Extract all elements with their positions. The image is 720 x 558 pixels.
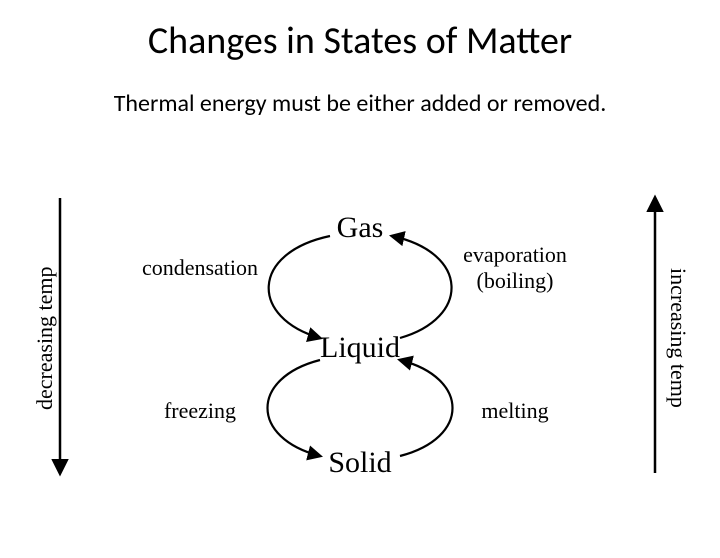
state-gas: Gas <box>337 211 384 245</box>
state-solid: Solid <box>328 446 391 480</box>
left-axis-label: decreasing temp <box>32 253 58 423</box>
label-freezing: freezing <box>164 398 236 424</box>
arrow-melting <box>400 360 453 456</box>
page-subtitle: Thermal energy must be either added or r… <box>0 89 720 118</box>
page-title: Changes in States of Matter <box>0 18 720 64</box>
label-evaporation-line2: (boiling) <box>476 268 553 293</box>
label-evaporation: evaporation (boiling) <box>463 242 567 294</box>
states-diagram: decreasing temp increasing temp Gas Liqu… <box>0 168 720 538</box>
label-condensation: condensation <box>142 255 258 281</box>
arrow-evaporation <box>392 236 452 338</box>
arrow-freezing <box>268 360 321 456</box>
arrow-condensation <box>269 236 330 338</box>
right-axis-label: increasing temp <box>665 253 691 423</box>
label-melting: melting <box>481 398 548 424</box>
label-evaporation-line1: evaporation <box>463 242 567 267</box>
state-liquid: Liquid <box>320 331 400 365</box>
